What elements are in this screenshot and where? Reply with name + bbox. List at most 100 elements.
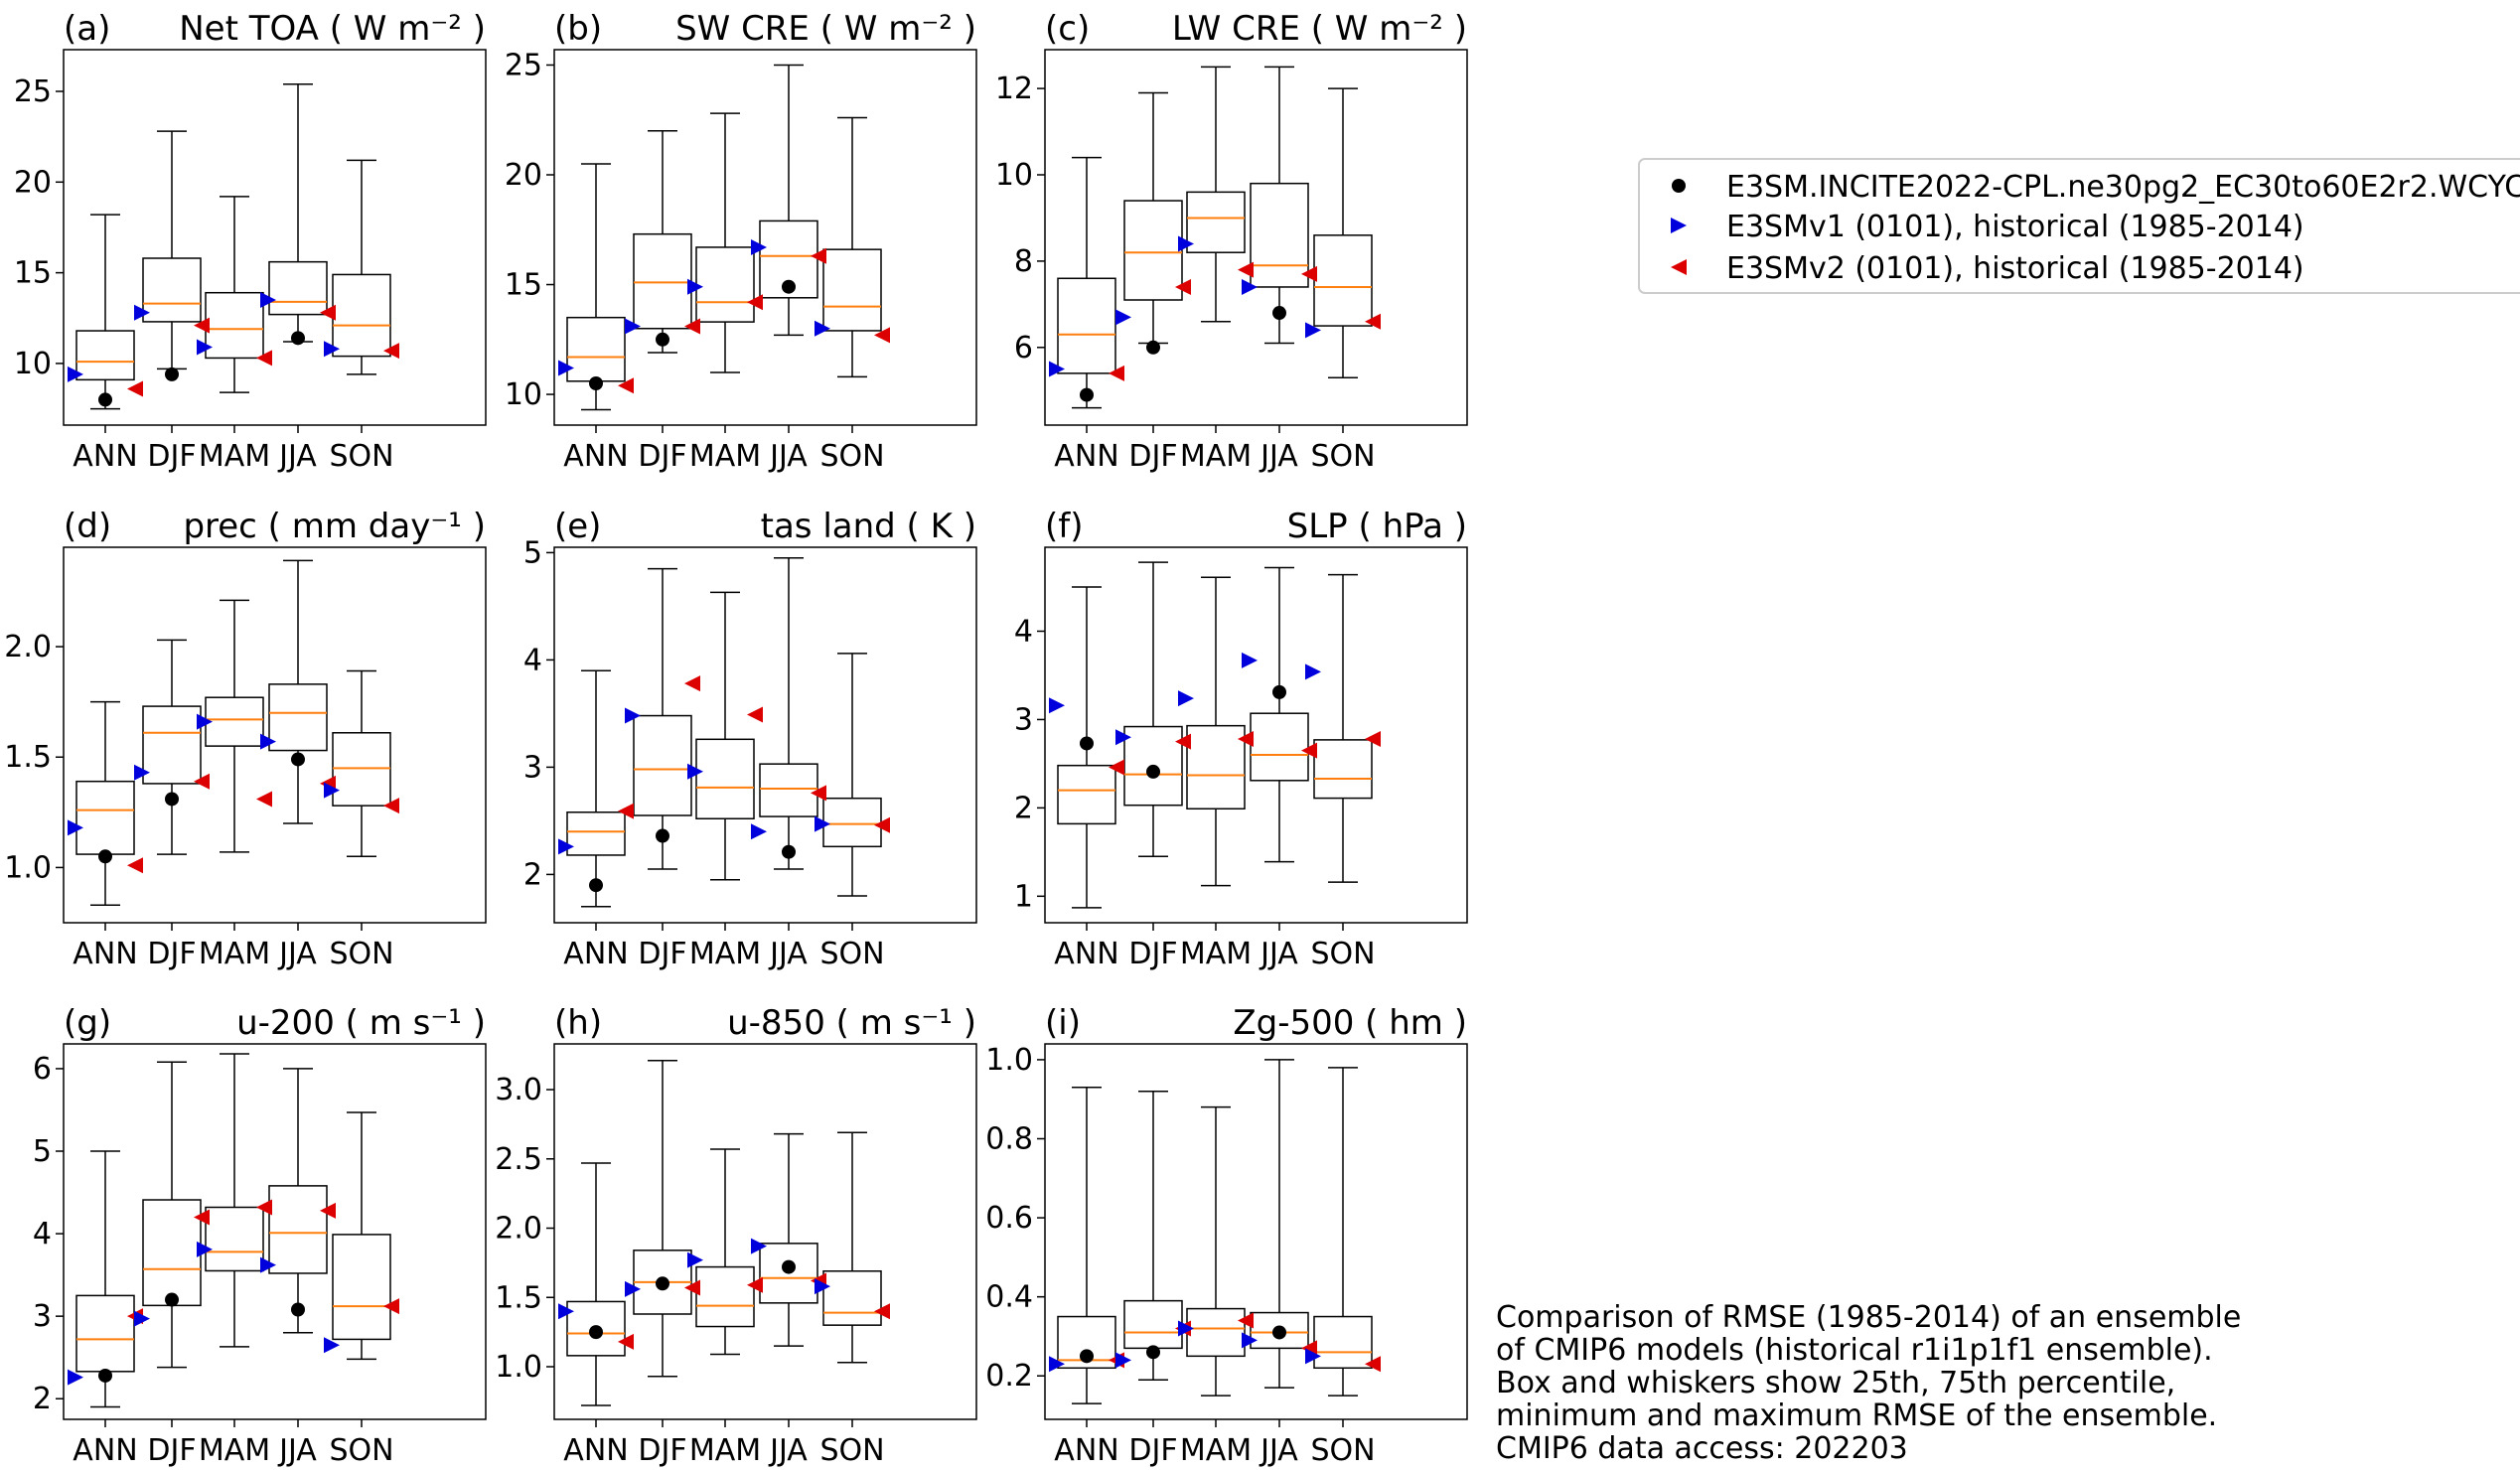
x-tick-label: ANN: [1054, 439, 1118, 474]
x-tick-label: JJA: [277, 1433, 317, 1468]
e3smv2-marker: [256, 791, 272, 808]
box-mam: [205, 1053, 264, 1348]
e3smv2-marker: [320, 304, 336, 321]
y-tick-label: 6: [1014, 331, 1033, 366]
box-djf: [633, 1059, 692, 1378]
e3smv1-marker: [1115, 1352, 1131, 1369]
e3smv2-marker: [1365, 313, 1381, 330]
e3smv2-marker: [194, 773, 210, 790]
legend: E3SM.INCITE2022-CPL.ne30pg2_EC30to60E2r2…: [1638, 158, 2520, 294]
box-son: [822, 116, 882, 378]
y-tick-label: 8: [1014, 244, 1033, 279]
legend-e3sm-marker: [1672, 179, 1686, 193]
e3smv2-marker: [1301, 742, 1317, 759]
iqr-box: [566, 1300, 626, 1357]
e3sm-marker: [782, 279, 796, 294]
iqr-box: [205, 696, 264, 747]
e3smv2-marker: [1365, 1356, 1381, 1373]
e3sm-marker: [1272, 684, 1286, 699]
y-tick-label: 15: [14, 256, 52, 291]
iqr-box: [268, 1185, 328, 1274]
y-tick-label: 20: [505, 158, 542, 193]
panel-label: (a): [64, 9, 110, 49]
iqr-box: [75, 1294, 135, 1373]
box-son: [1313, 1067, 1373, 1397]
iqr-box: [268, 260, 328, 316]
e3sm-marker: [291, 1302, 305, 1317]
e3smv1-marker: [1305, 663, 1321, 680]
y-tick-label: 1.5: [4, 740, 52, 775]
iqr-box: [205, 291, 264, 360]
y-tick-label: 5: [33, 1134, 52, 1169]
e3smv1-marker: [1115, 309, 1131, 326]
e3smv1-marker: [260, 292, 276, 308]
chart-panel: (e) tas land ( K ) 2 3 4 5 ANN DJF MAM JJA SON: [523, 507, 977, 971]
y-tick-label: 1.5: [495, 1280, 542, 1315]
x-tick-label: MAM: [689, 439, 761, 474]
e3smv2-marker: [256, 350, 272, 367]
y-tick-label: 1: [1014, 879, 1033, 914]
panel-title: Zg-500 ( hm ): [1233, 1003, 1467, 1043]
iqr-box: [1313, 1315, 1373, 1370]
e3sm-marker: [291, 331, 305, 346]
e3smv1-marker: [324, 782, 340, 799]
y-tick-label: 12: [995, 72, 1033, 106]
box-son: [332, 1111, 391, 1361]
e3smv1-marker: [1049, 697, 1065, 714]
iqr-box: [1313, 739, 1373, 800]
box-son: [822, 653, 882, 897]
box-ann: [566, 163, 626, 411]
box-son: [822, 1131, 882, 1364]
x-tick-label: MAM: [689, 937, 761, 971]
iqr-box: [1123, 1299, 1183, 1350]
x-tick-label: DJF: [1128, 439, 1177, 474]
e3smv2-marker: [1175, 733, 1191, 750]
chart-panel: (g) u-200 ( m s⁻¹ ) 2 3 4 5 6 ANN DJF MAM JJA SON: [33, 1003, 487, 1468]
box-djf: [142, 1061, 202, 1369]
e3smv2-marker: [1109, 759, 1124, 776]
iqr-box: [633, 232, 692, 330]
e3smv1-marker: [558, 1303, 574, 1320]
iqr-box: [695, 738, 755, 819]
y-tick-label: 4: [33, 1217, 52, 1251]
e3smv2-marker: [684, 318, 700, 335]
y-tick-label: 4: [523, 643, 542, 677]
y-tick-label: 2: [1014, 791, 1033, 825]
e3smv1-marker: [324, 341, 340, 358]
iqr-box: [1057, 277, 1116, 374]
e3smv1-marker: [687, 763, 703, 780]
e3smv1-marker: [558, 360, 574, 376]
e3sm-marker: [1146, 764, 1160, 779]
e3smv1-marker: [197, 1241, 213, 1257]
iqr-box: [1186, 191, 1246, 253]
box-jja: [1250, 1059, 1309, 1389]
box-jja: [759, 557, 818, 870]
e3smv2-marker: [1175, 278, 1191, 295]
box-djf: [633, 567, 692, 870]
iqr-box: [759, 1243, 818, 1304]
e3smv1-marker: [1178, 235, 1194, 252]
x-tick-label: MAM: [199, 937, 270, 971]
e3smv1-marker: [815, 320, 830, 337]
x-tick-label: ANN: [73, 439, 137, 474]
note-line-1: Comparison of RMSE (1985-2014) of an ens…: [1496, 1300, 2241, 1335]
y-tick-label: 1.0: [4, 850, 52, 885]
iqr-box: [1186, 1307, 1246, 1358]
e3smv1-marker: [687, 1251, 703, 1268]
y-tick-label: 10: [14, 347, 52, 381]
x-tick-label: ANN: [73, 937, 137, 971]
legend-v1-label: E3SMv1 (0101), historical (1985-2014): [1726, 210, 2304, 244]
legend-v2-label: E3SMv2 (0101), historical (1985-2014): [1726, 251, 2304, 286]
iqr-box: [1250, 182, 1309, 288]
axes-frame: [63, 546, 487, 924]
x-tick-label: SON: [819, 439, 884, 474]
box-son: [332, 669, 391, 858]
e3smv2-marker: [1109, 365, 1124, 381]
panel-title: u-200 ( m s⁻¹ ): [236, 1003, 486, 1043]
e3sm-marker: [782, 1259, 796, 1274]
iqr-box: [822, 1270, 882, 1326]
e3sm-marker: [656, 1276, 669, 1291]
box-mam: [1186, 1105, 1246, 1397]
e3smv1-marker: [68, 819, 83, 836]
